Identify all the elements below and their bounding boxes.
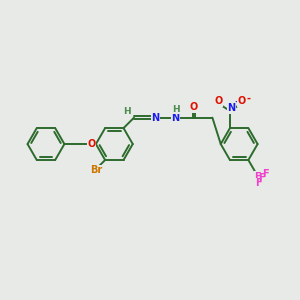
Text: N: N <box>151 113 159 123</box>
Text: O: O <box>190 102 198 112</box>
Text: H: H <box>172 105 179 114</box>
Text: O: O <box>87 139 95 149</box>
Text: F: F <box>258 173 265 183</box>
Text: F: F <box>255 178 262 188</box>
Text: N: N <box>227 103 236 113</box>
Text: -: - <box>246 93 250 103</box>
Text: F: F <box>262 169 269 179</box>
Text: O: O <box>238 96 246 106</box>
Text: Br: Br <box>90 165 102 176</box>
Text: O: O <box>214 96 223 106</box>
Text: F: F <box>255 172 261 182</box>
Text: N: N <box>172 113 180 123</box>
Text: H: H <box>124 107 131 116</box>
Text: +: + <box>234 97 241 106</box>
